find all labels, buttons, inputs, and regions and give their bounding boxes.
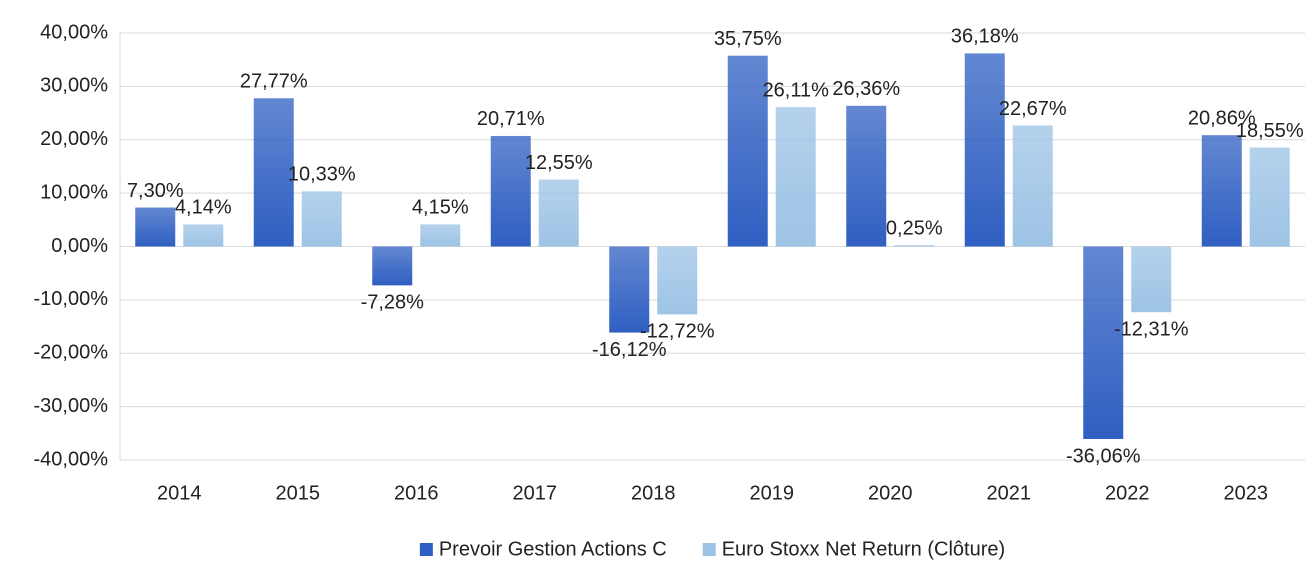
bar — [1201, 135, 1242, 247]
x-tick-label: 2021 — [987, 482, 1032, 504]
bar — [609, 246, 650, 333]
x-tick-label: 2023 — [1224, 482, 1269, 504]
data-label: 0,25% — [886, 217, 943, 239]
legend: Prevoir Gestion Actions C Euro Stoxx Net … — [419, 538, 1005, 560]
legend-swatch — [419, 543, 433, 556]
bar — [301, 191, 342, 247]
data-label: 26,11% — [763, 79, 830, 101]
data-label: -12,31% — [1114, 318, 1189, 340]
x-tick-label: 2019 — [750, 482, 795, 504]
bar — [964, 53, 1005, 247]
bar — [846, 105, 887, 247]
y-tick-label: 10,00% — [40, 181, 108, 203]
legend-swatch — [702, 543, 716, 556]
bar — [1083, 246, 1124, 439]
data-label: 26,36% — [832, 78, 900, 100]
bar — [538, 179, 579, 247]
bar — [1012, 125, 1053, 247]
bar — [372, 246, 413, 286]
y-tick-label: 40,00% — [40, 21, 108, 43]
bar — [775, 107, 816, 247]
bar — [183, 224, 224, 247]
y-tick-label: -10,00% — [34, 288, 109, 310]
data-label: 10,33% — [288, 164, 356, 186]
x-tick-label: 2018 — [631, 482, 676, 504]
legend-label: Euro Stoxx Net Return (Clôture) — [722, 538, 1005, 560]
data-label: 20,86% — [1188, 107, 1256, 129]
data-label: 22,67% — [999, 98, 1067, 120]
y-tick-label: -30,00% — [34, 395, 109, 417]
data-label: -7,28% — [361, 292, 425, 314]
data-label: 36,18% — [951, 26, 1019, 48]
data-label: -12,72% — [640, 321, 715, 343]
y-tick-label: -20,00% — [34, 342, 109, 364]
bar — [1249, 147, 1290, 247]
bar — [253, 98, 294, 247]
x-tick-label: 2014 — [157, 482, 202, 504]
x-tick-label: 2020 — [868, 482, 913, 504]
x-tick-label: 2017 — [513, 482, 558, 504]
data-label: 20,71% — [477, 108, 545, 130]
y-tick-label: -40,00% — [34, 448, 109, 470]
bar — [1131, 246, 1172, 313]
x-tick-label: 2022 — [1105, 482, 1150, 504]
bar — [490, 135, 531, 247]
bar — [727, 55, 768, 247]
data-label: 18,55% — [1236, 120, 1304, 142]
bar — [894, 245, 935, 247]
data-label: 7,30% — [127, 180, 184, 202]
data-label: -16,12% — [592, 339, 667, 361]
data-label: 27,77% — [240, 71, 308, 93]
data-label: 35,75% — [714, 28, 782, 50]
x-tick-label: 2015 — [276, 482, 321, 504]
bar — [135, 207, 176, 247]
bar — [657, 246, 698, 315]
bar — [420, 224, 461, 247]
data-label: 4,14% — [175, 197, 232, 219]
x-tick-label: 2016 — [394, 482, 439, 504]
legend-label: Prevoir Gestion Actions C — [439, 538, 667, 560]
data-label: 12,55% — [525, 152, 593, 174]
y-tick-label: 30,00% — [40, 75, 108, 97]
y-tick-label: 20,00% — [40, 128, 108, 150]
y-tick-label: 0,00% — [51, 235, 108, 257]
data-label: 4,15% — [412, 197, 469, 219]
data-label: -36,06% — [1066, 445, 1141, 467]
